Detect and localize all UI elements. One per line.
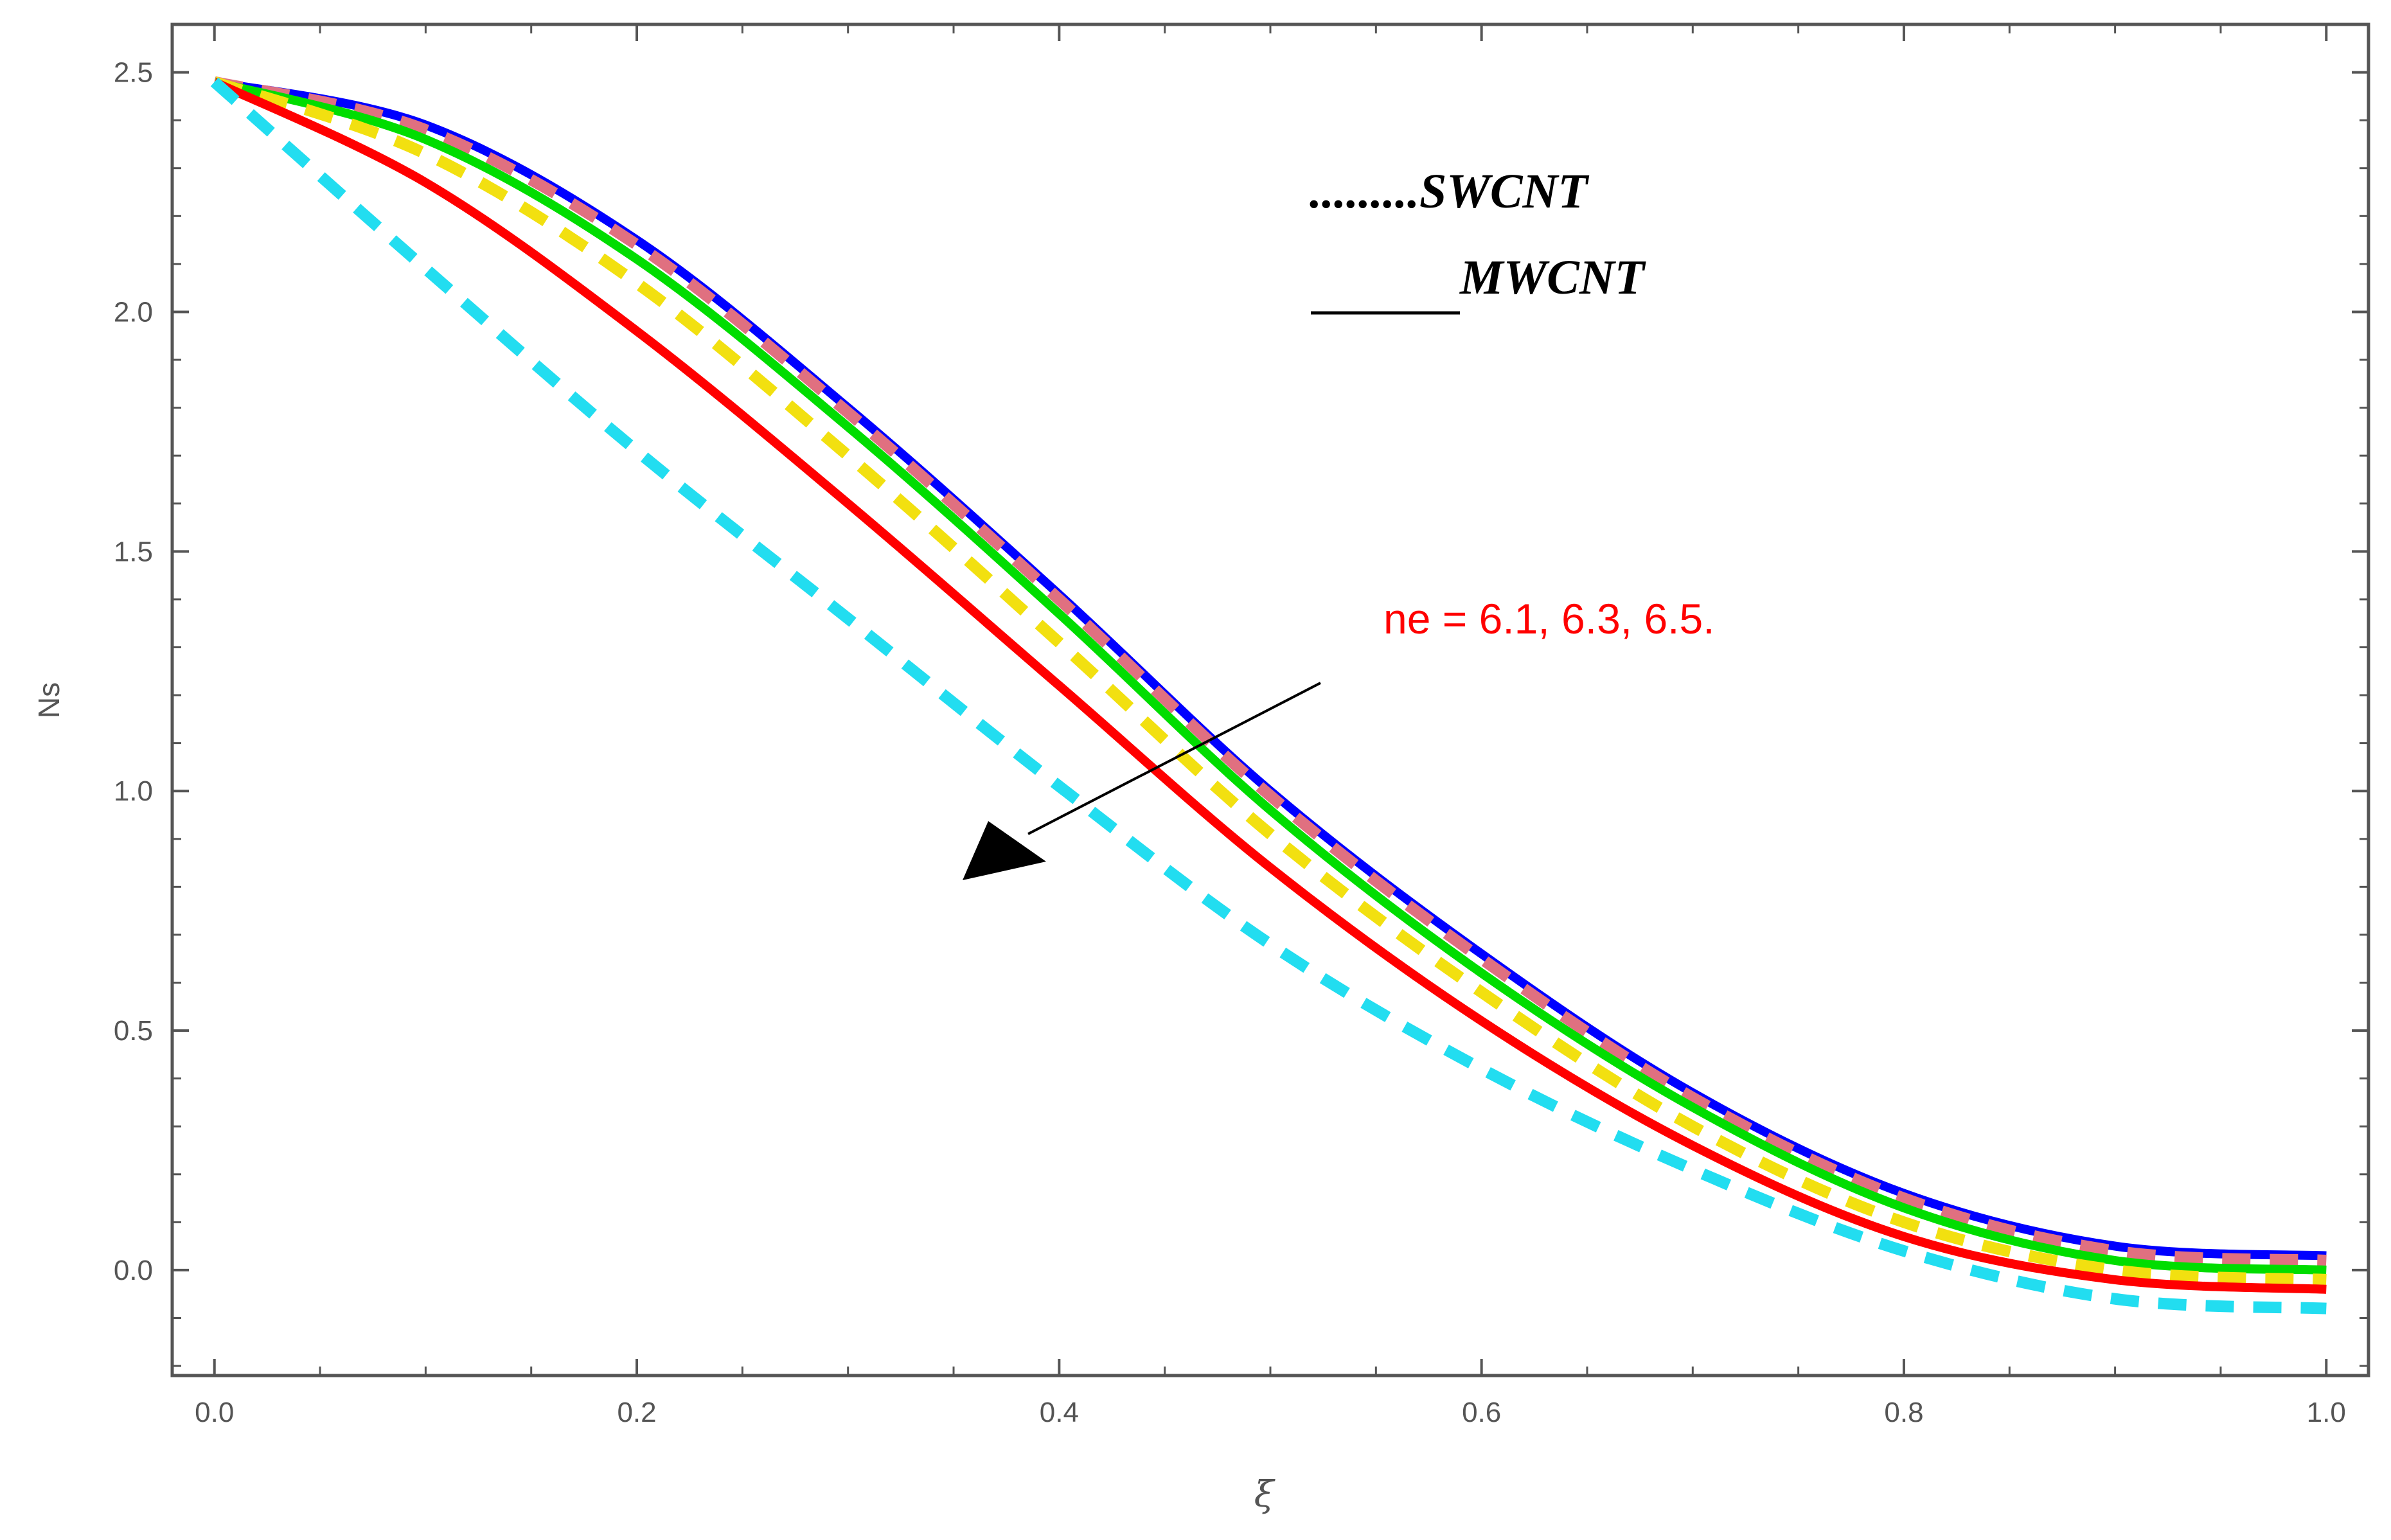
x-axis-label: ξ — [1254, 1474, 1276, 1516]
trend-arrow-head — [963, 821, 1046, 880]
trend-arrow-shaft — [1027, 682, 1321, 835]
tick-marks — [172, 24, 2369, 1376]
x-tick-label: 0.8 — [1884, 1397, 1923, 1428]
legend-mwcnt-label: MWCNT — [1459, 251, 1646, 305]
legend-swcnt-label: .........SWCNT — [1310, 164, 1589, 218]
x-tick-label: 0.0 — [195, 1397, 234, 1428]
ne-annotation: ne = 6.1, 6.3, 6.5. — [1383, 595, 1715, 642]
y-tick-labels: 0.0 0.5 1.0 1.5 2.0 2.5 — [114, 57, 153, 1286]
y-tick-label: 0.5 — [114, 1015, 153, 1047]
y-tick-label: 2.5 — [114, 57, 153, 89]
series-line-4 — [212, 76, 2327, 1286]
y-axis-label: Ns — [32, 682, 66, 718]
x-tick-labels: 0.0 0.2 0.4 0.6 0.8 1.0 — [195, 1397, 2346, 1428]
series-line-5 — [212, 78, 2327, 1294]
series-line-3 — [213, 77, 2327, 1275]
legend: .........SWCNT MWCNT — [1310, 164, 1646, 315]
series-group — [210, 76, 2327, 1314]
series-line-2 — [213, 76, 2327, 1266]
y-tick-label: 1.5 — [114, 536, 153, 567]
y-tick-label: 1.0 — [114, 775, 153, 807]
x-tick-label: 0.2 — [617, 1397, 656, 1428]
x-tick-label: 0.4 — [1040, 1397, 1079, 1428]
series-line-6 — [210, 77, 2327, 1314]
y-tick-label: 2.0 — [114, 296, 153, 328]
trend-arrow — [963, 682, 1321, 880]
y-tick-label: 0.0 — [114, 1255, 153, 1286]
x-tick-label: 0.6 — [1462, 1397, 1501, 1428]
x-tick-label: 1.0 — [2307, 1397, 2346, 1428]
